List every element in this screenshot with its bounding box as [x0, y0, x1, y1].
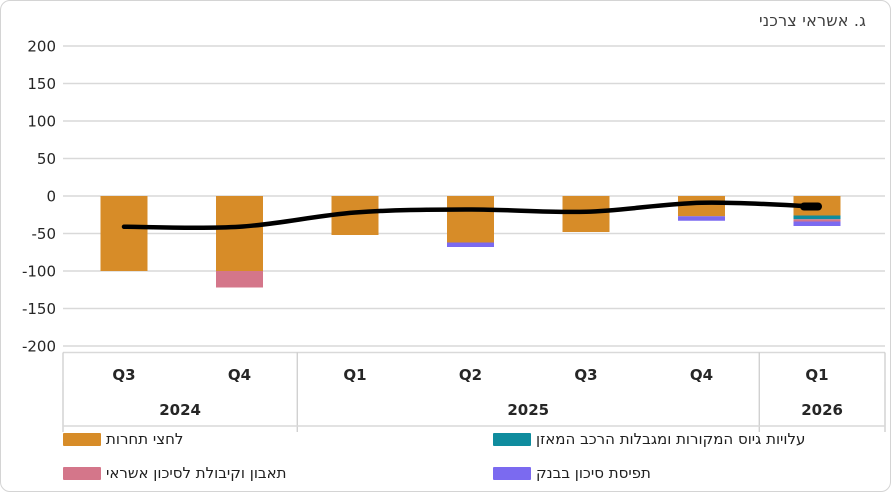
year-label: 2026	[801, 401, 843, 419]
quarter-label: Q1	[343, 366, 366, 384]
bar-segment-series-0	[100, 196, 148, 271]
y-axis-tick-label: 0	[46, 188, 56, 206]
legend-swatch-competition-pressures	[63, 432, 101, 446]
quarter-label: Q4	[228, 366, 251, 384]
legend-swatch-bank-risk-perception	[493, 466, 531, 480]
year-label: 2025	[507, 401, 549, 419]
legend-label-competition-pressures: לחצי תחרות	[106, 430, 184, 448]
y-axis-tick-label: 200	[27, 38, 56, 56]
bar-segment-series-3	[793, 221, 841, 226]
y-axis-tick-label: -50	[32, 225, 57, 243]
quarter-label: Q4	[690, 366, 713, 384]
quarter-label: Q2	[459, 366, 482, 384]
legend-item-bank-risk-perception: תפיסת סיכון בבנק	[493, 465, 651, 481]
y-axis-tick-label: 50	[37, 150, 56, 168]
y-axis-tick-label: -200	[22, 338, 56, 356]
legend-item-funding-costs-balance-sheet: עלויות גיוס המקורות ומגבלות הרכב המאזן	[493, 431, 805, 447]
legend-label-credit-risk-appetite: תאבון וקיבולת לסיכון אשראי	[106, 464, 287, 482]
bar-segment-series-2	[216, 271, 263, 288]
chart-title: ג. אשראי צרכני	[759, 11, 866, 30]
bar-segment-series-0	[447, 196, 494, 243]
y-axis-tick-label: 100	[27, 113, 56, 131]
y-axis-tick-label: -150	[22, 300, 56, 318]
bar-segment-series-2	[793, 219, 841, 222]
bar-segment-series-0	[216, 196, 263, 271]
bar-segment-series-3	[447, 242, 494, 247]
y-axis-tick-label: 150	[27, 75, 56, 93]
year-label: 2024	[159, 401, 201, 419]
quarter-label: Q1	[805, 366, 828, 384]
legend-swatch-credit-risk-appetite	[63, 466, 101, 480]
bar-segment-series-3	[678, 216, 725, 221]
total-trend-line	[121, 200, 820, 231]
quarter-label: Q3	[112, 366, 135, 384]
y-axis-tick-label: -100	[22, 263, 56, 281]
bar-segment-series-0	[678, 196, 725, 217]
legend-item-competition-pressures: לחצי תחרות	[63, 431, 183, 447]
quarter-label: Q3	[574, 366, 597, 384]
legend-item-credit-risk-appetite: תאבון וקיבולת לסיכון אשראי	[63, 465, 286, 481]
legend-label-bank-risk-perception: תפיסת סיכון בבנק	[536, 464, 651, 482]
legend-label-funding-costs-balance-sheet: עלויות גיוס המקורות ומגבלות הרכב המאזן	[536, 430, 806, 448]
legend-swatch-funding-costs-balance-sheet	[493, 432, 531, 446]
bar-segment-series-1	[793, 215, 841, 220]
